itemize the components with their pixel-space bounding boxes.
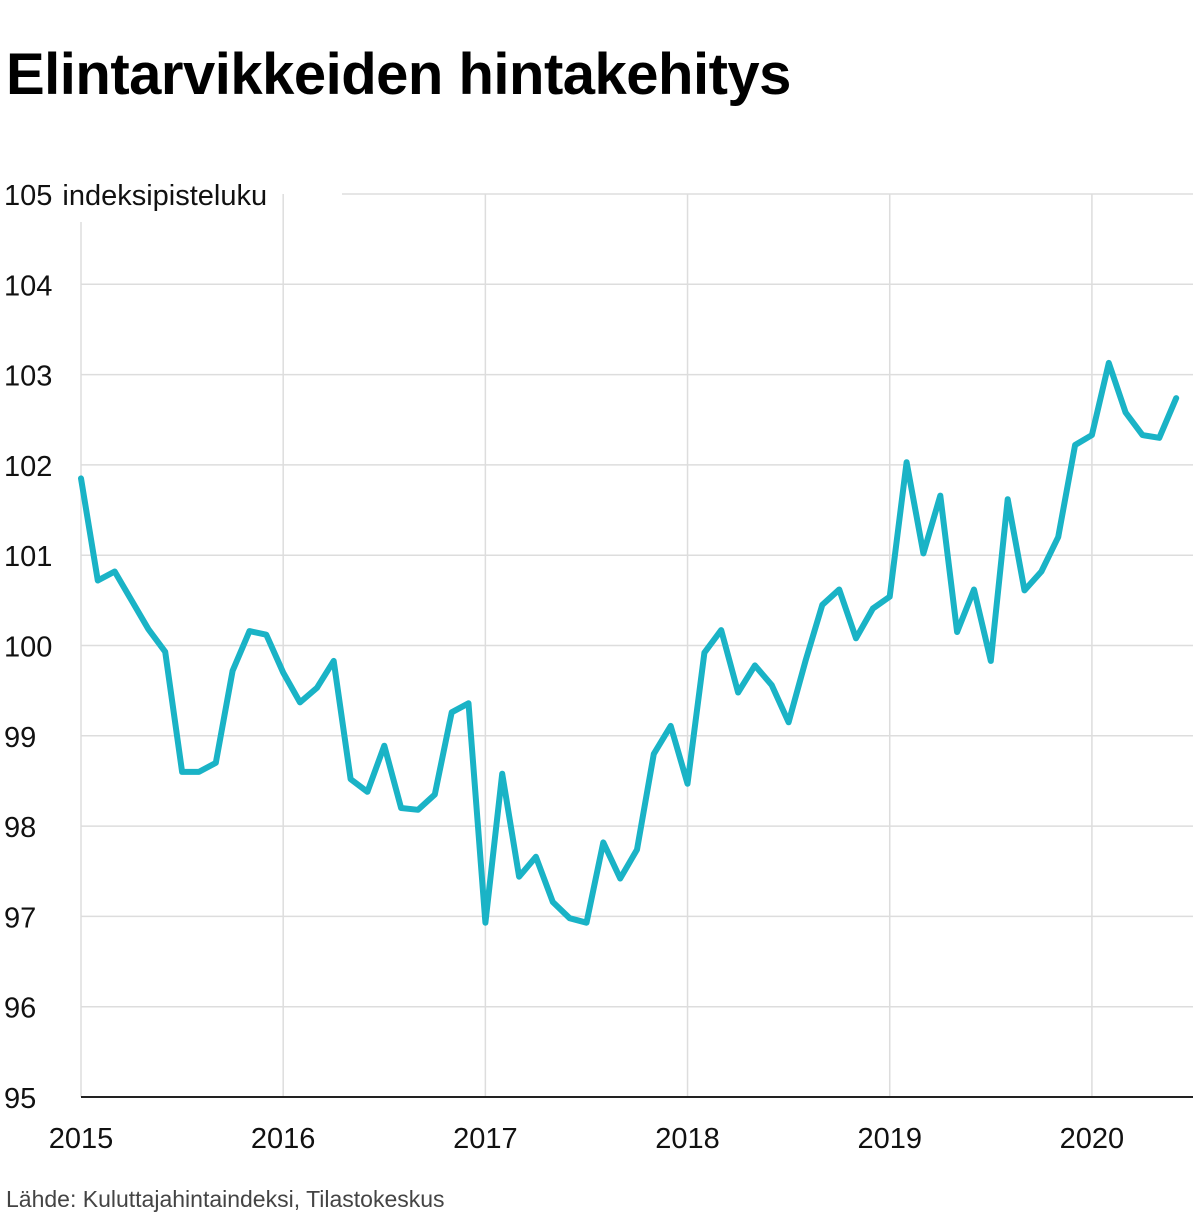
source-note: Lähde: Kuluttajahintaindeksi, Tilastokes…: [6, 1186, 445, 1212]
x-tick-label-2015: 2015: [49, 1123, 114, 1155]
y-tick-label-103: 103: [4, 361, 52, 393]
y-tick-label-101: 101: [4, 541, 52, 573]
y-tick-label-99: 99: [4, 722, 36, 754]
y-axis-label: indeksipisteluku: [62, 180, 267, 212]
y-tick-label-98: 98: [4, 812, 36, 844]
y-tick-label-105: 105 indeksipisteluku: [4, 180, 267, 212]
y-tick-label-102: 102: [4, 451, 52, 483]
x-tick-label-2017: 2017: [453, 1123, 518, 1155]
y-tick-label-96: 96: [4, 993, 36, 1025]
chart-title: Elintarvikkeiden hintakehitys: [6, 42, 791, 107]
x-axis-tick-labels: 2015 2016 2017 2018 2019 2020: [49, 1123, 1124, 1155]
x-tick-label-2018: 2018: [655, 1123, 720, 1155]
y-tick-label-100: 100: [4, 632, 52, 664]
x-tick-label-2016: 2016: [251, 1123, 316, 1155]
y-axis-tick-labels: 95 96 97 98 99 100 101 102 103 104 105 indeksipiste…: [4, 180, 267, 1115]
x-tick-label-2019: 2019: [857, 1123, 922, 1155]
y-tick-label-104: 104: [4, 270, 52, 302]
y-tick-label-97: 97: [4, 902, 36, 934]
horizontal-gridlines: [81, 193, 1193, 1098]
series-line: [78, 359, 1180, 926]
x-tick-label-2020: 2020: [1060, 1123, 1125, 1155]
y-tick-label-95: 95: [4, 1083, 36, 1115]
